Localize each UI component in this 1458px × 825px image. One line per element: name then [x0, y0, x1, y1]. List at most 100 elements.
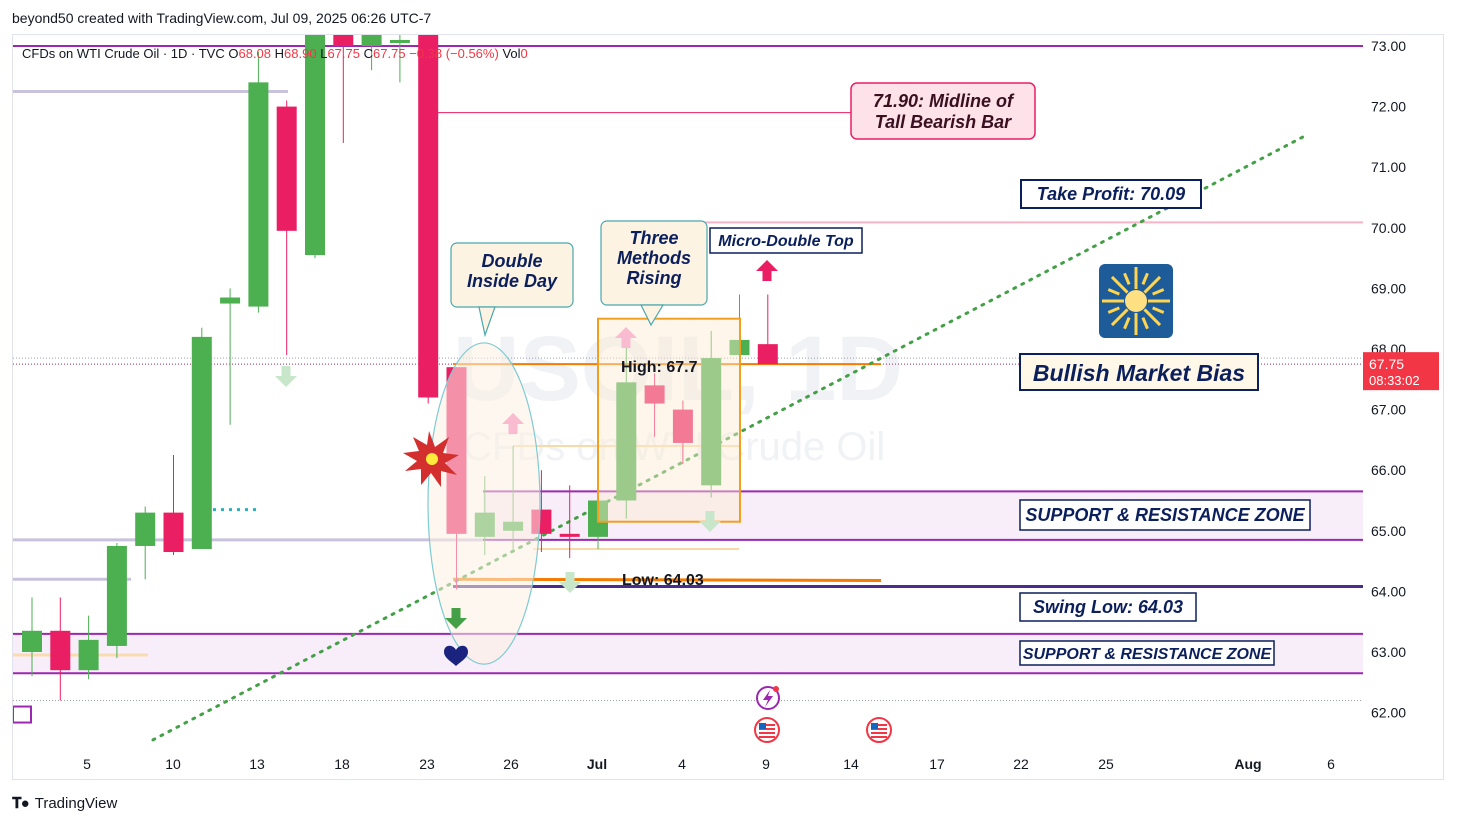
rising-trendline: [151, 135, 1305, 742]
y-tick-label: 62.00: [1371, 705, 1406, 721]
x-tick-label: 14: [843, 756, 859, 772]
x-tick-label: 18: [334, 756, 350, 772]
high-label: High: 67.7: [621, 359, 698, 376]
sun-ray: [1123, 317, 1131, 330]
down-arrow-icon: [445, 608, 467, 629]
sun-ray: [1107, 306, 1120, 314]
flag-canton: [871, 723, 878, 729]
bias-callout: Bullish Market Bias: [1019, 353, 1259, 391]
x-tick-label: 4: [678, 756, 686, 772]
x-tick-label: 17: [929, 756, 945, 772]
footer-brand: TradingView: [34, 795, 118, 812]
double-inside-day-callout-text-1: Inside Day: [467, 271, 558, 291]
down-arrow-icon: [699, 511, 721, 532]
sun-ray: [1110, 308, 1129, 327]
flag-stripe: [759, 736, 775, 738]
creator-header: beyond50 created with TradingView.com, J…: [12, 10, 432, 26]
symbol-legend: CFDs on WTI Crude Oil · 1D · TVC O68.08 …: [22, 46, 528, 61]
legend-close: 67.75: [373, 46, 406, 61]
candle-body-11: [333, 35, 354, 46]
candle-body-22: [644, 385, 665, 404]
y-tick-label: 64.00: [1371, 583, 1406, 599]
candle-body-21: [616, 382, 637, 501]
price-tag-value: 67.75: [1369, 356, 1404, 372]
candle-body-3: [106, 545, 127, 646]
callout-tail-icon: [478, 306, 496, 338]
legend-open: 68.08: [238, 46, 272, 61]
flag-canton: [759, 723, 766, 729]
sun-ray: [1107, 288, 1120, 296]
legend-high-label: H: [274, 46, 285, 61]
sun-icon: [1102, 267, 1170, 335]
double-inside-day-callout-text-0: Double: [482, 251, 543, 271]
heart-icon: [444, 645, 468, 666]
candle-body-12: [361, 35, 382, 46]
three-methods-callout-text-1: Methods: [617, 248, 691, 268]
x-tick-label: 6: [1327, 756, 1335, 772]
sun-ray: [1152, 288, 1165, 296]
swing-low-callout: Swing Low: 64.03: [1019, 592, 1197, 622]
price-tag-countdown: 08:33:02: [1369, 373, 1420, 388]
x-tick-label: 26: [503, 756, 519, 772]
candle-body-9: [276, 106, 297, 231]
y-tick-label: 70.00: [1371, 220, 1406, 236]
sun-ray: [1123, 272, 1131, 285]
candle-body-10: [305, 35, 325, 256]
legend-high: 68.90: [284, 46, 317, 61]
midline-callout-text-1: Tall Bearish Bar: [875, 112, 1012, 132]
flag-stripe: [759, 724, 775, 726]
legend-low: 67.75: [327, 46, 360, 61]
y-tick-label: 67.00: [1371, 402, 1406, 418]
sr-lower-callout: SUPPORT & RESISTANCE ZONE: [1019, 640, 1275, 666]
down-arrow-icon: [559, 572, 581, 593]
candle-body-13: [389, 39, 410, 43]
candle-body-2: [78, 639, 99, 671]
tradingview-footer: 𝐓● TradingView: [12, 795, 117, 812]
micro-double-top-callout-text-0: Micro-Double Top: [718, 233, 854, 250]
y-tick-label: 73.00: [1371, 38, 1406, 54]
double-inside-day-callout-box: [450, 242, 574, 308]
x-tick-label: 25: [1098, 756, 1114, 772]
x-tick-label: 22: [1013, 756, 1029, 772]
x-tick-label: 13: [249, 756, 265, 772]
sun-ray: [1141, 317, 1149, 330]
candle-body-7: [220, 297, 241, 304]
x-tick-label: 10: [165, 756, 181, 772]
candle-body-0: [22, 630, 42, 652]
legend-vol: 0: [520, 46, 528, 61]
sr-upper-callout-box: [1019, 499, 1311, 531]
callout-tail-icon: [640, 304, 665, 327]
down-arrow-icon: [275, 366, 297, 387]
sun-ray: [1110, 275, 1129, 294]
legend-vol-label: Vol: [502, 46, 521, 61]
notification-dot-icon: [773, 686, 779, 692]
chart-frame[interactable]: USOIL, 1D CFDs on WTI Crude Oil 71.90: Mi…: [12, 34, 1444, 780]
y-tick-label: 72.00: [1371, 99, 1406, 115]
flag-stripe: [759, 732, 775, 734]
y-tick-label: 65.00: [1371, 523, 1406, 539]
sr-lower-callout-box: [1019, 640, 1275, 666]
candle-body-5: [163, 512, 184, 553]
x-tick-label: 23: [419, 756, 435, 772]
candle-body-24: [701, 358, 722, 486]
legend-symbol: CFDs on WTI Crude Oil · 1D · TVC: [22, 46, 225, 61]
bias-callout-text-0: Bullish Market Bias: [1033, 360, 1245, 386]
up-arrow-icon: [502, 413, 524, 434]
x-tick-label: 5: [83, 756, 91, 772]
sun-ray: [1143, 308, 1162, 327]
y-tick-label: 69.00: [1371, 280, 1406, 296]
legend-low-label: L: [320, 46, 328, 61]
candle-body-14: [418, 35, 439, 398]
low-label: Low: 64.03: [622, 572, 704, 589]
legend-change: −0.38 (−0.56%): [409, 46, 499, 61]
candle-body-4: [135, 512, 156, 546]
sr-upper-callout-text-0: SUPPORT & RESISTANCE ZONE: [1025, 505, 1305, 525]
sr-lower-callout-text-0: SUPPORT & RESISTANCE ZONE: [1023, 646, 1273, 663]
legend-close-label: C: [363, 46, 374, 61]
sun-ray: [1152, 306, 1165, 314]
x-tick-label: Aug: [1234, 756, 1261, 772]
candle-body-1: [50, 630, 71, 671]
